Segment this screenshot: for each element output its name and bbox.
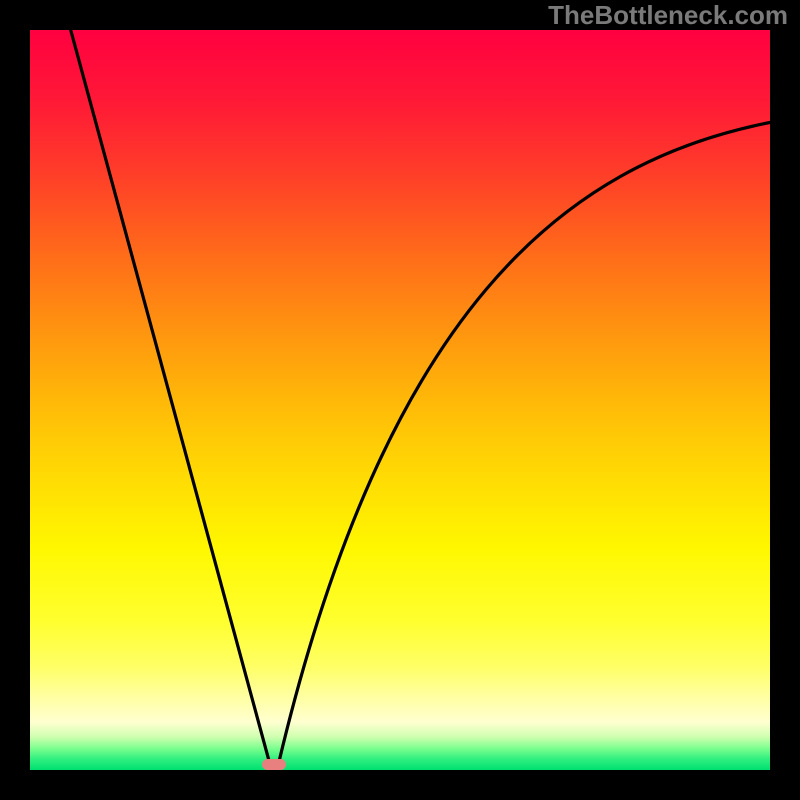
- minimum-marker: [262, 759, 286, 770]
- watermark-text: TheBottleneck.com: [548, 0, 788, 31]
- chart-plot-area: [30, 30, 770, 770]
- bottleneck-curve: [30, 30, 770, 770]
